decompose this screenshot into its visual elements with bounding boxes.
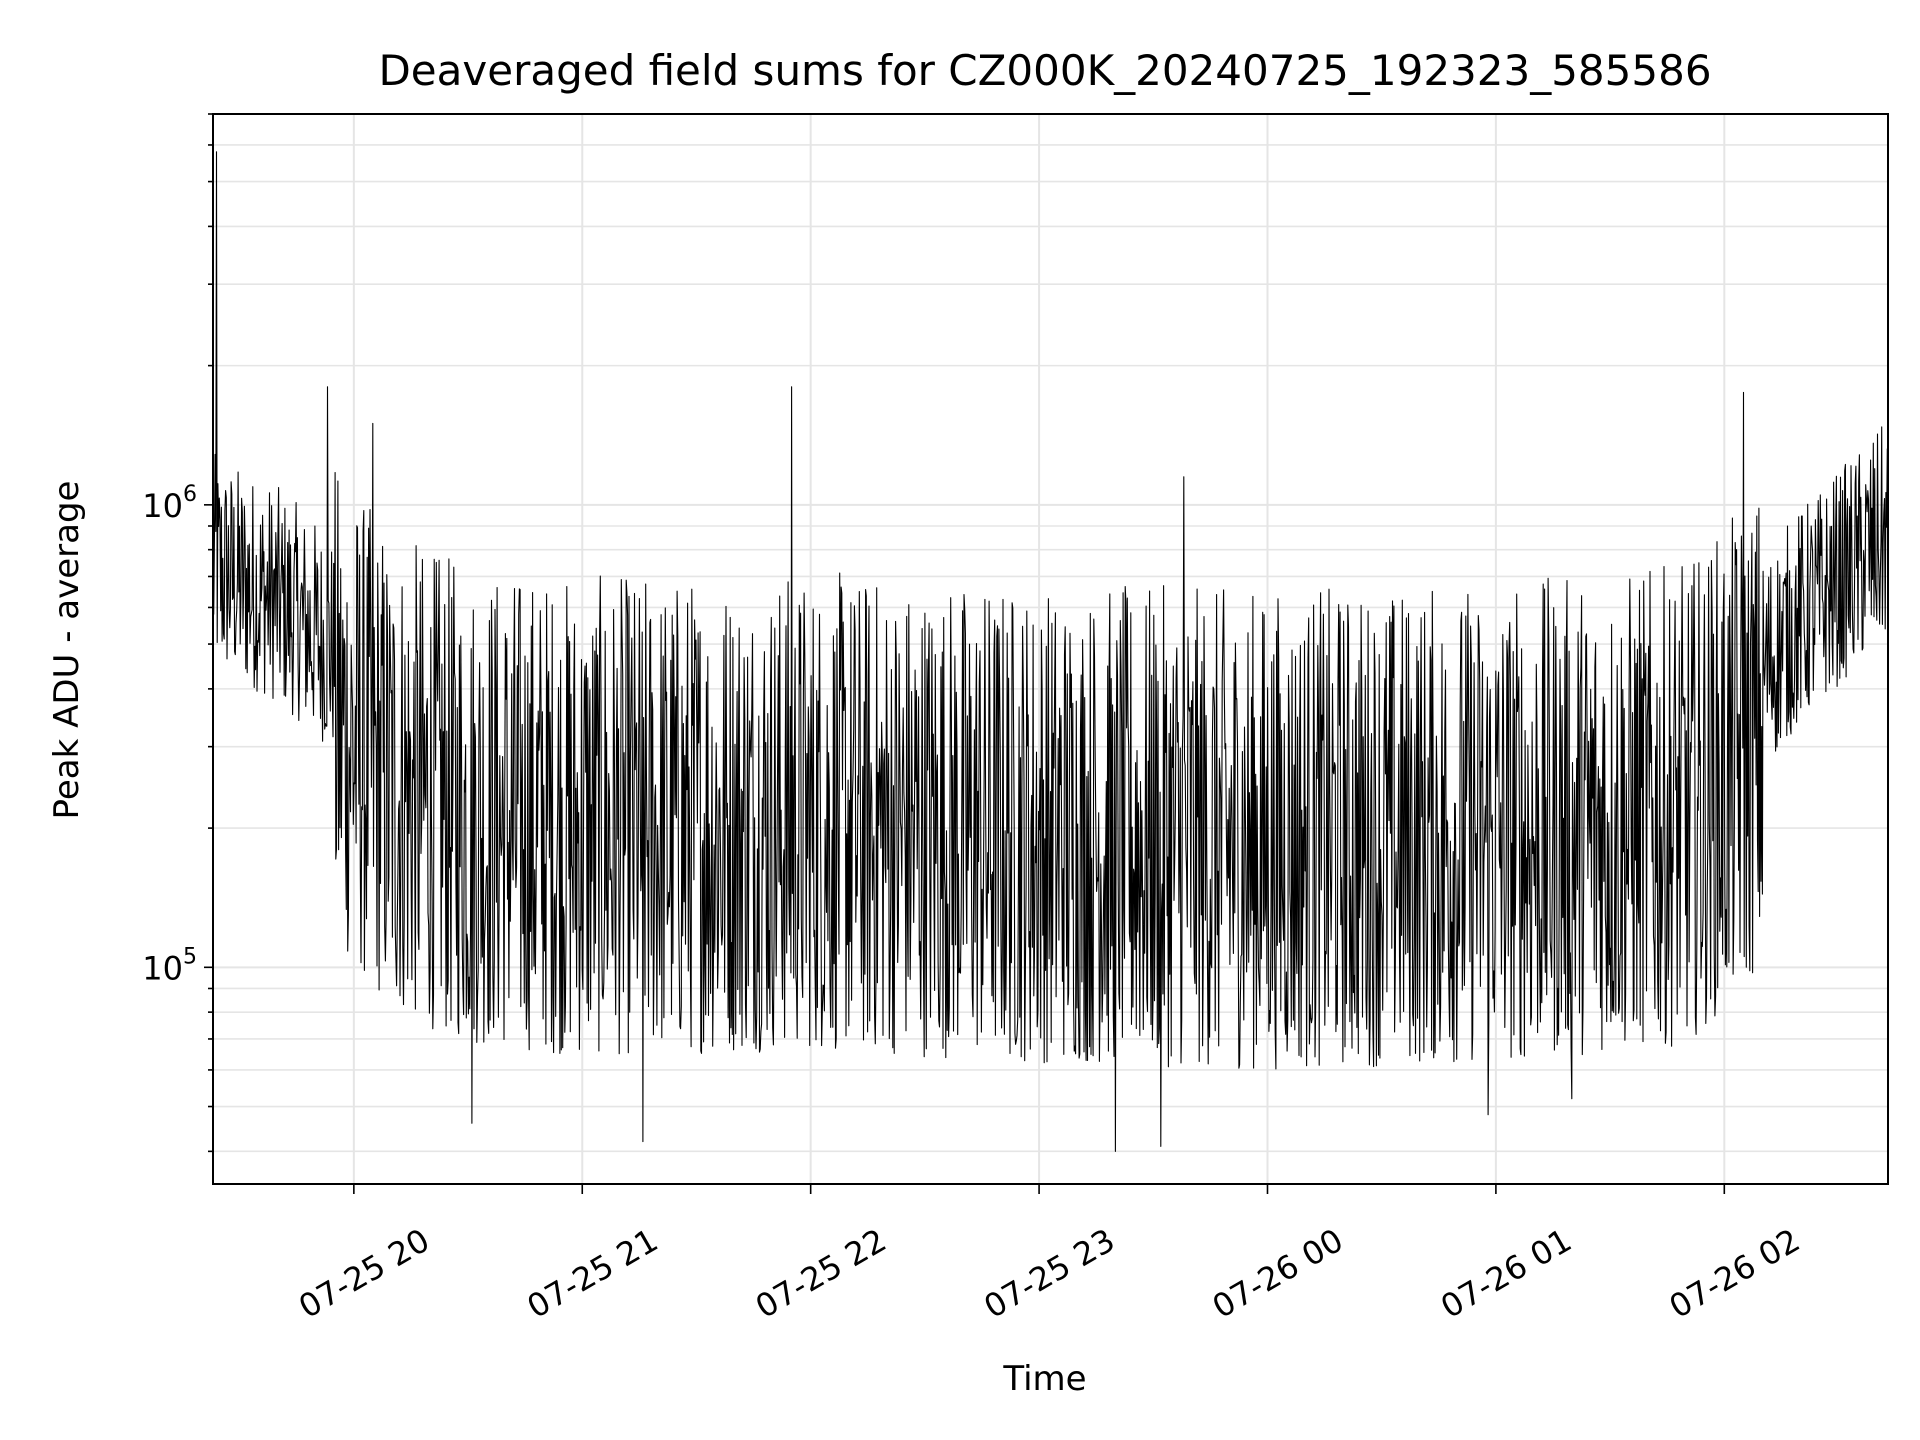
x-axis-label: Time — [1002, 1359, 1086, 1399]
y-axis-label: Peak ADU - average — [47, 481, 87, 820]
series — [212, 151, 1889, 1152]
y-tick-label: 105 — [142, 944, 197, 987]
y-tick-label: 106 — [142, 482, 197, 525]
y-tick-exponent: 5 — [183, 944, 197, 969]
y-tick-exponent: 6 — [183, 482, 197, 507]
y-tick-base: 10 — [142, 487, 183, 525]
y-tick-base: 10 — [142, 949, 183, 987]
grid — [213, 113, 1888, 1184]
plot-frame — [212, 113, 1889, 1185]
chart-title: Deaveraged field sums for CZ000K_2024072… — [378, 46, 1711, 95]
series-line — [212, 151, 1889, 1152]
